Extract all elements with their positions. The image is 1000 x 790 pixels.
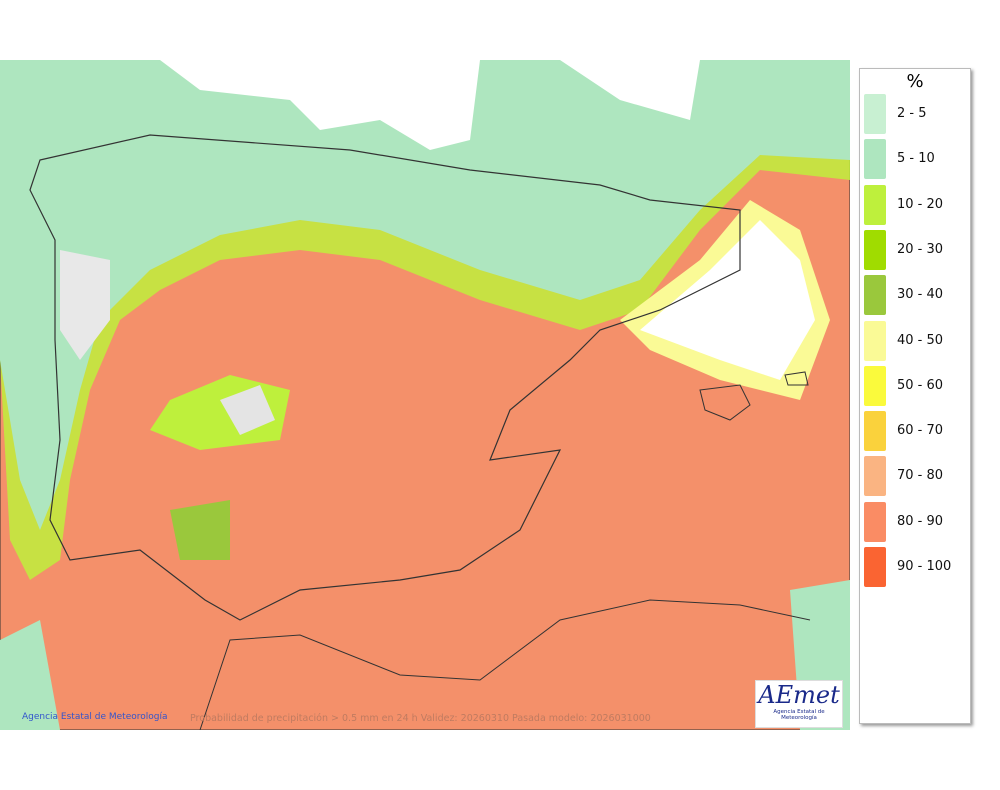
island [699,384,751,421]
legend-label: 20 - 30 [897,241,944,257]
legend-label: 70 - 80 [897,468,944,484]
dry-area [640,220,815,380]
legend-item: 20 - 30 [864,229,968,270]
legend-swatch [864,501,886,542]
legend-swatch [864,365,886,406]
logo-subtitle: Agencia Estatal de Meteorología [773,709,825,721]
legend-item: 50 - 60 [864,365,968,406]
legend-item: 40 - 50 [864,320,968,361]
legend-item: 90 - 100 [864,547,968,587]
legend-label: 80 - 90 [897,513,944,529]
caption: Probabilidad de precipitación > 0.5 mm e… [190,713,651,724]
island [784,371,809,386]
legend-item: 2 - 5 [864,94,968,134]
african-coast [199,599,811,730]
dry-area [560,60,700,120]
legend-label: 40 - 50 [897,332,944,348]
legend-label: 60 - 70 [897,423,944,439]
legend-item: 30 - 40 [864,275,968,316]
legend: % 2 - 5 5 - 10 10 - 20 20 - 30 30 - 40 40 - 5… [859,68,971,724]
coastline [29,134,741,621]
legend-item: 70 - 80 [864,456,968,497]
legend-swatch [864,94,886,134]
legend-swatch [864,320,886,361]
legend-swatch [864,547,886,587]
legend-swatch [864,184,886,225]
dry-area [220,385,275,435]
legend-label: 50 - 60 [897,377,944,393]
legend-title: % [906,71,924,92]
legend-label: 10 - 20 [897,196,944,212]
dry-area [160,60,480,150]
legend-swatch [864,411,886,452]
legend-item: 80 - 90 [864,501,968,542]
legend-item: 5 - 10 [864,139,968,180]
legend-swatch [864,456,886,497]
legend-swatch [864,229,886,270]
legend-label: 30 - 40 [897,287,944,303]
dry-area [60,250,110,360]
green-area [0,620,60,730]
legend-item: 10 - 20 [864,184,968,225]
credit: Agencia Estatal de Meteorología [22,712,168,722]
logo-name: AEmet [758,681,840,709]
logo: AEmet Agencia Estatal de Meteorología [755,680,843,728]
legend-swatch [864,139,886,180]
legend-item: 60 - 70 [864,411,968,452]
light-green-area [0,60,850,530]
legend-label: 2 - 5 [897,106,927,121]
legend-label: 5 - 10 [897,151,935,167]
map [0,60,850,730]
legend-swatch [864,275,886,316]
legend-label: 90 - 100 [897,559,952,574]
green-area [170,500,230,560]
